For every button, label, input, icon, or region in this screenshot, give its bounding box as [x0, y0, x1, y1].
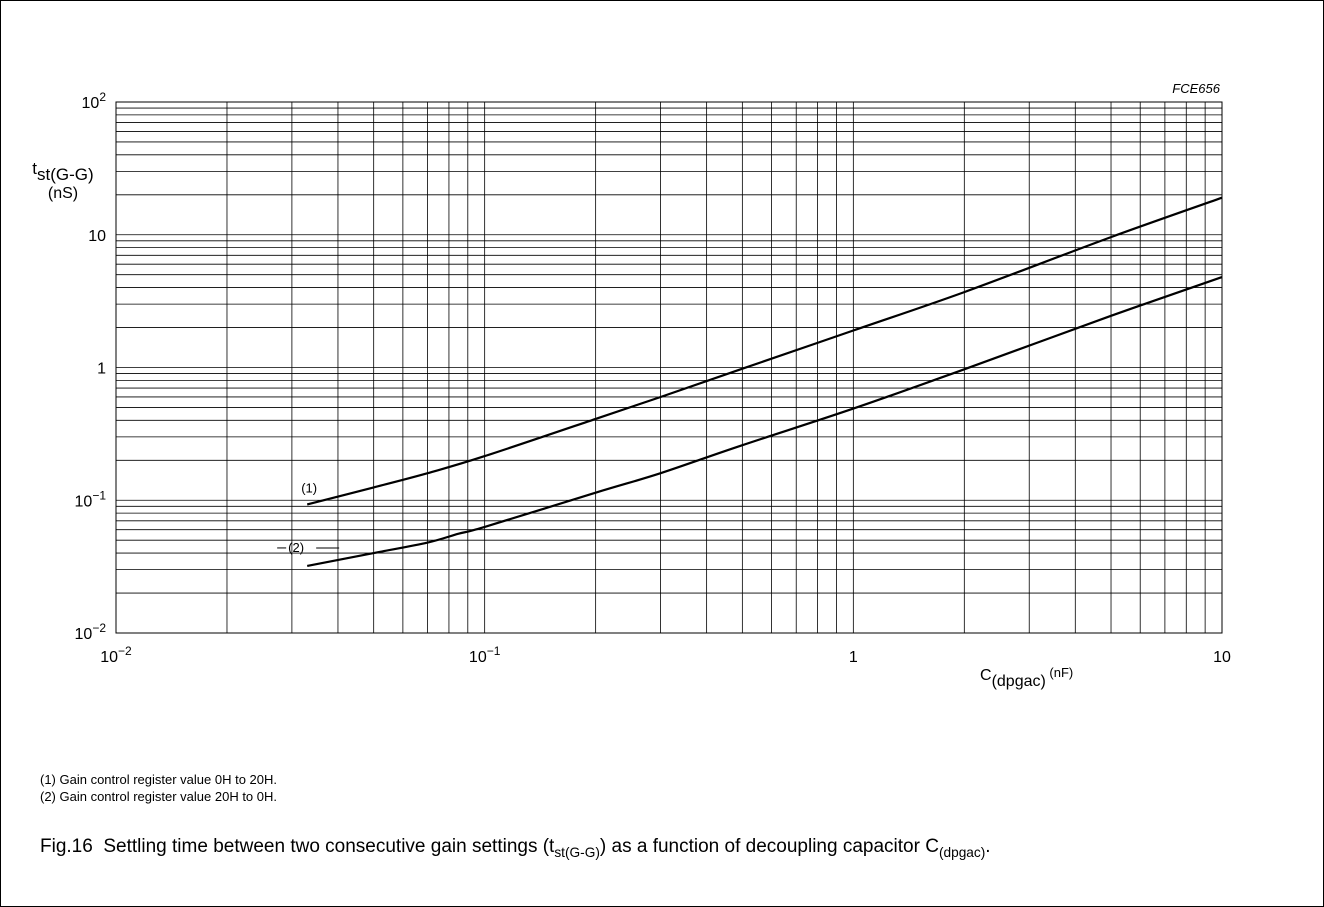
y-tick-label: 1	[97, 361, 106, 378]
x-tick-label: 10	[1213, 649, 1231, 666]
y-tick-label: 102	[82, 90, 107, 112]
x-tick-label: 1	[849, 649, 858, 666]
x-tick-label: 10−1	[469, 644, 501, 666]
footnote-1: (1) Gain control register value 0H to 20…	[40, 772, 277, 787]
plot-grid	[115, 102, 1222, 634]
figure-caption: Fig.16 Settling time between two consecu…	[40, 836, 991, 860]
footnote-2: (2) Gain control register value 20H to 0…	[40, 789, 277, 804]
y-tick-label: 10−2	[75, 621, 107, 643]
series-layer: (1) (2)	[277, 196, 1223, 567]
series-label-1: (1)	[301, 480, 317, 495]
series-line-1	[306, 196, 1223, 506]
series-label-2: (2)	[288, 540, 304, 555]
y-axis-unit: (nS)	[48, 185, 78, 202]
y-tick-label: 10	[88, 228, 106, 245]
y-tick-label: 10−1	[75, 488, 107, 510]
x-axis-label: C(dpgac) (nF)	[980, 665, 1073, 690]
tick-labels: 10−2 10−1 1 10 10−2 10−1 1 10 102	[75, 90, 1231, 666]
caption-number: Fig.16	[40, 836, 93, 857]
x-tick-label: 10−2	[100, 644, 132, 666]
caption-text: Settling time between two consecutive ga…	[103, 836, 555, 857]
series-line-2	[306, 276, 1223, 567]
y-axis-label: tst(G-G)	[32, 159, 93, 184]
figure-id: FCE656	[1172, 81, 1220, 96]
plot-border	[115, 101, 1223, 634]
